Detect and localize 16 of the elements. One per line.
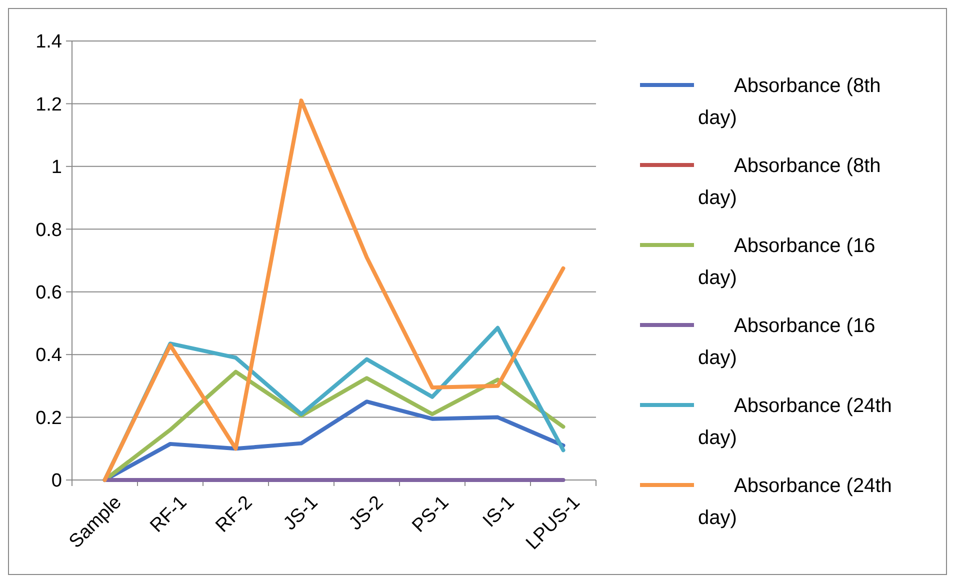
y-tick-label: 1.4 [36,32,62,53]
y-tick-label: 0.8 [36,220,62,241]
y-tick-label: 1 [51,157,62,178]
y-tick-label: 1.2 [36,94,62,116]
line-series [102,98,566,482]
y-tick-label: 0 [51,470,62,492]
x-tick-label: IS-1 [479,492,519,532]
y-tick-label: 0.4 [36,345,62,366]
y-tick-label: 0.2 [36,408,62,429]
legend-label: Absorbance (8th day) [698,155,881,209]
y-tick-label: 0.6 [36,282,62,304]
legend-label: Absorbance (8th day) [698,75,881,129]
legend-label: Absorbance (24th day) [698,395,892,449]
legend-label: Absorbance (24th day) [698,475,892,529]
legend-label: Absorbance (16 day) [698,315,876,369]
legend-label: Absorbance (16 day) [698,235,876,289]
